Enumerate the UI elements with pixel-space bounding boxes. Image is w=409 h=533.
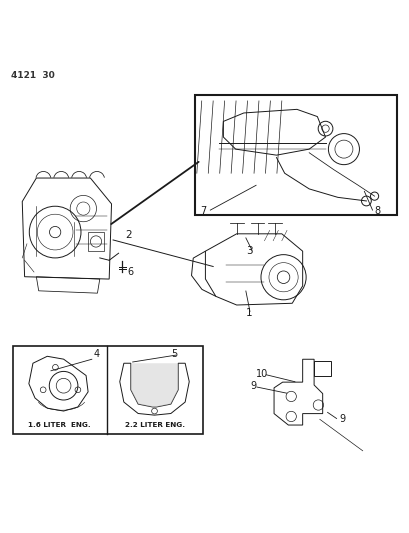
- Text: 6: 6: [127, 266, 133, 277]
- Text: 1.6 LITER  ENG.: 1.6 LITER ENG.: [28, 422, 91, 427]
- Text: 4: 4: [94, 349, 100, 359]
- Text: 10: 10: [256, 369, 267, 379]
- Text: 2: 2: [125, 230, 132, 240]
- Text: 9: 9: [339, 414, 345, 424]
- Text: 7: 7: [200, 206, 206, 216]
- Text: 3: 3: [245, 246, 252, 256]
- Bar: [13, 346, 202, 434]
- Bar: [88, 232, 104, 251]
- Polygon shape: [130, 363, 178, 407]
- Text: 5: 5: [171, 349, 178, 359]
- Text: 9: 9: [250, 381, 256, 391]
- Bar: [313, 361, 330, 376]
- Bar: [194, 95, 396, 215]
- Text: 2.2 LITER ENG.: 2.2 LITER ENG.: [124, 422, 184, 427]
- Text: 8: 8: [374, 206, 380, 216]
- Text: 4121  30: 4121 30: [11, 71, 54, 80]
- Text: 1: 1: [245, 308, 252, 318]
